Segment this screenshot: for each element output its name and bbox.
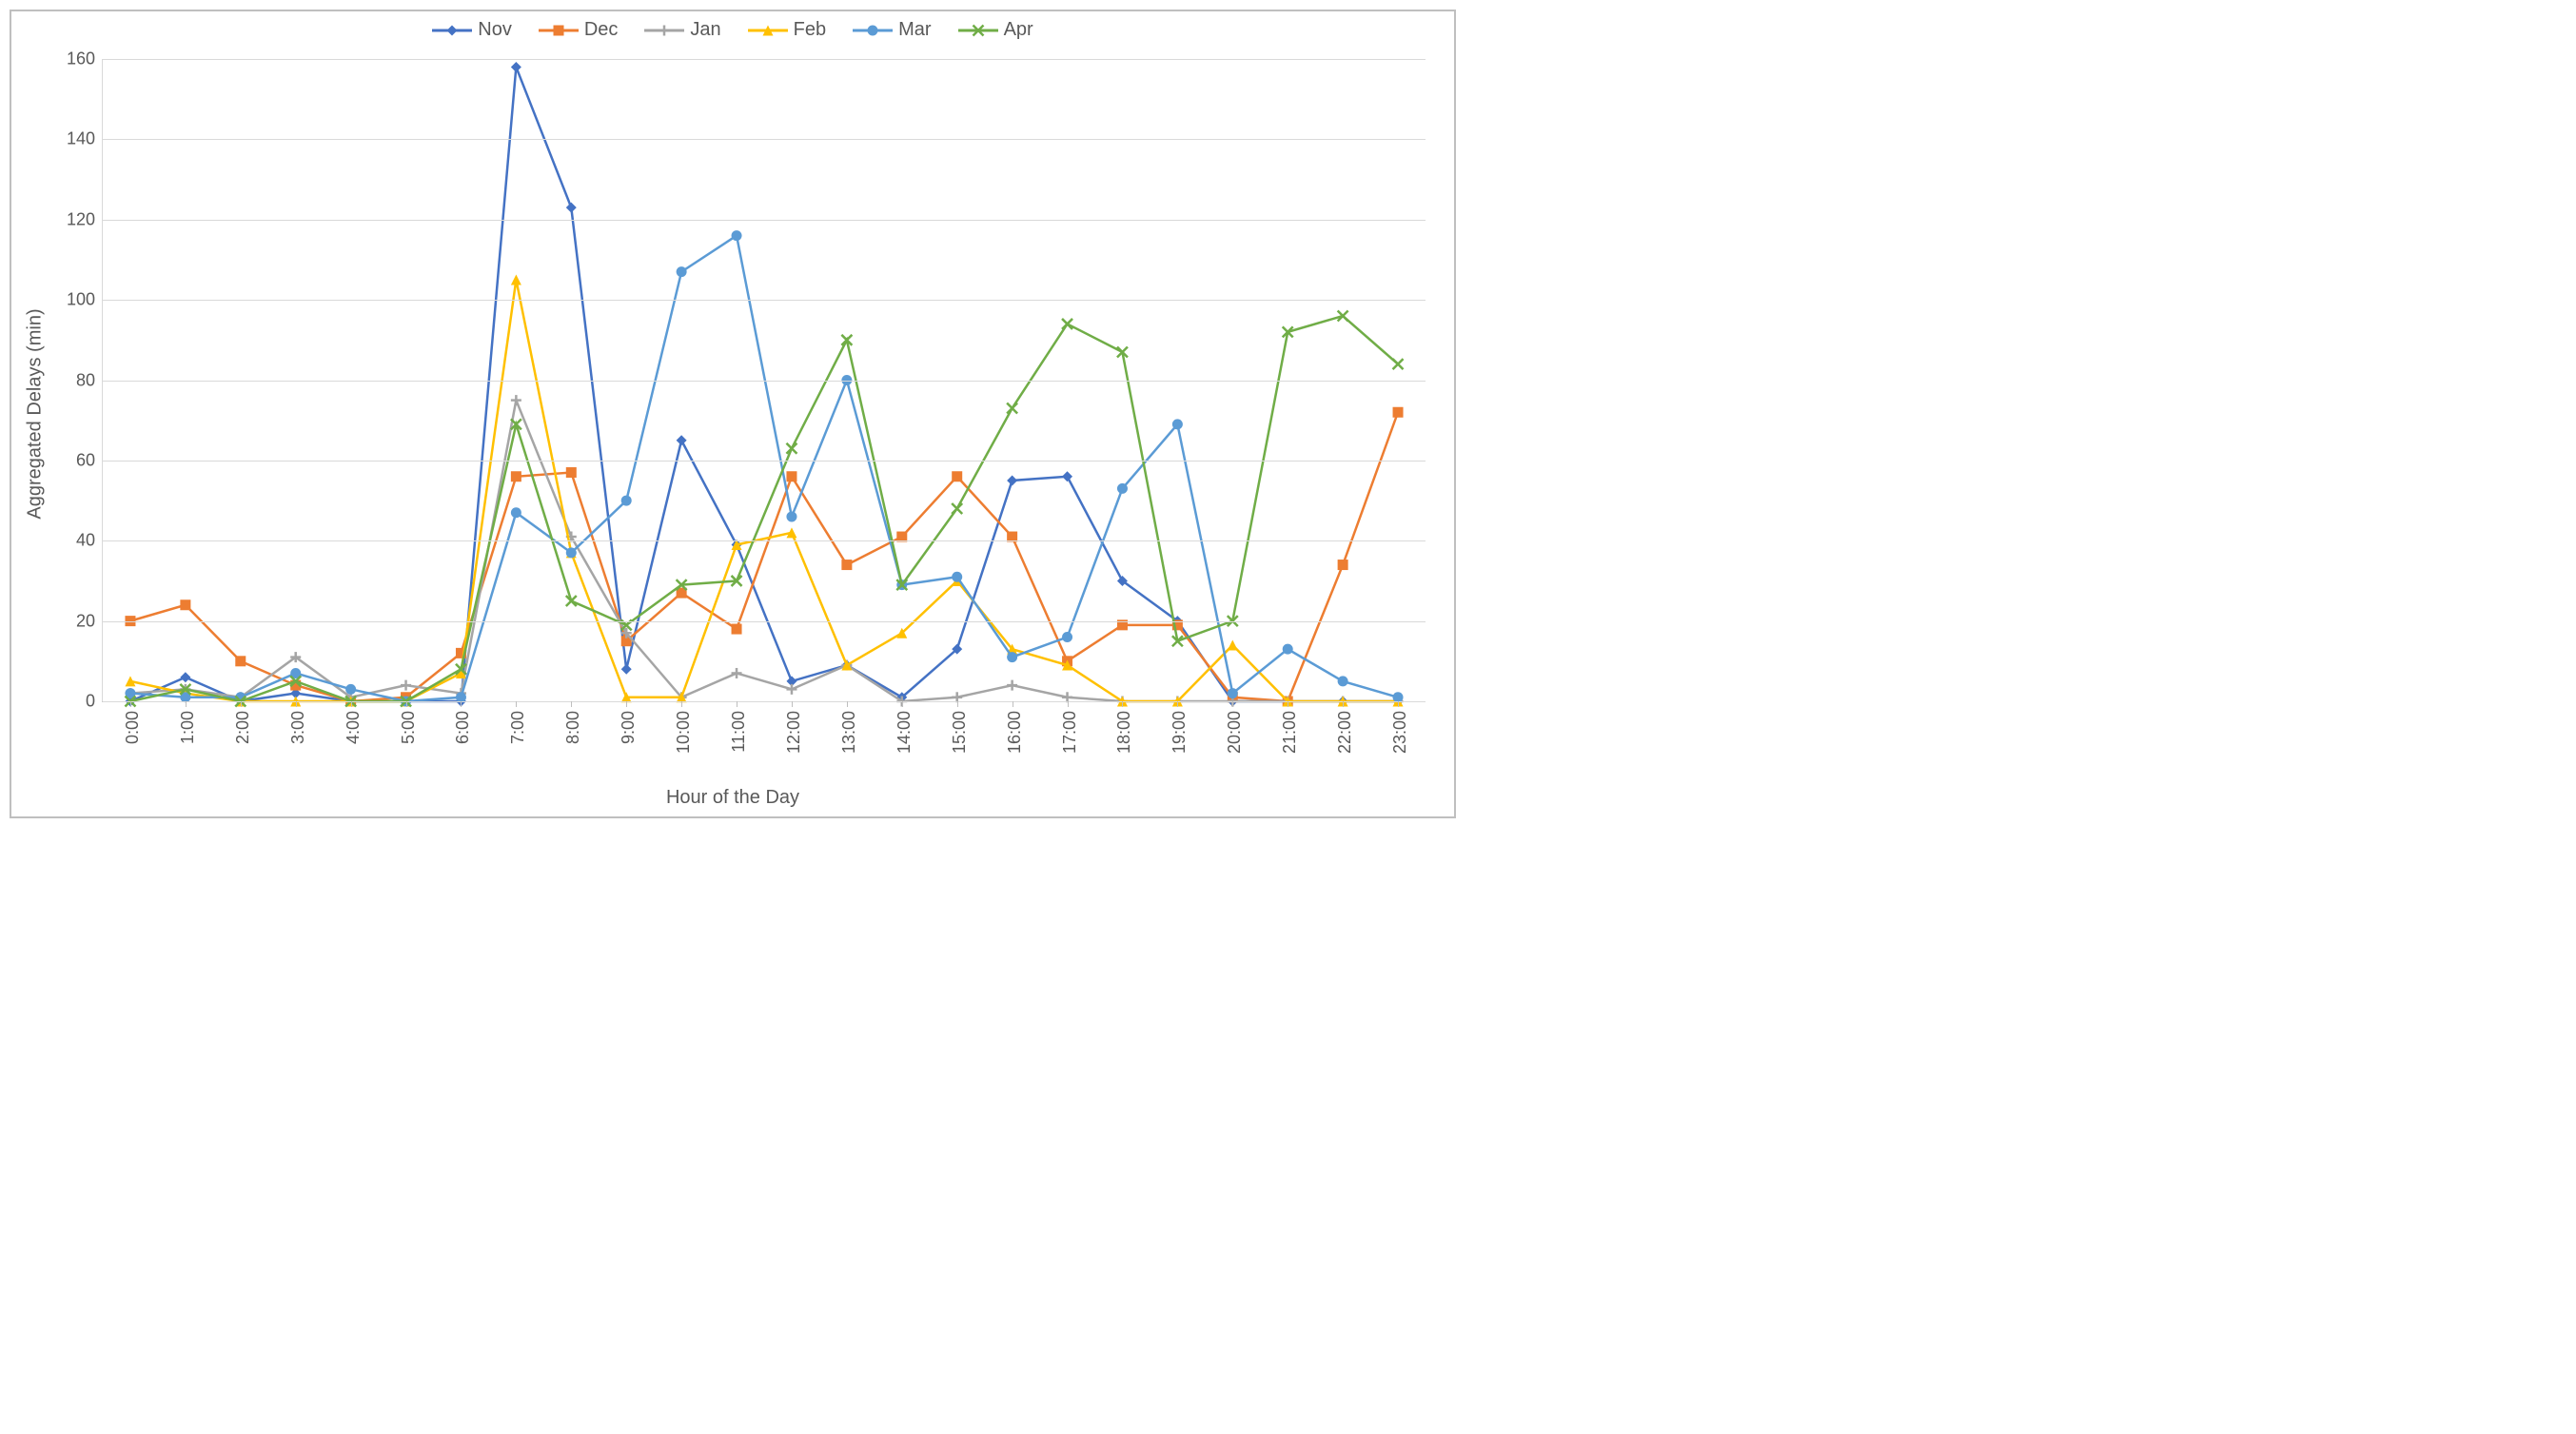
series-nov <box>125 62 1403 707</box>
x-tick-label: 23:00 <box>1390 711 1410 754</box>
gridline <box>103 461 1426 462</box>
gridline <box>103 59 1426 60</box>
legend-item-jan: Jan <box>644 19 720 41</box>
x-axis-title: Hour of the Day <box>666 787 799 809</box>
x-tick-label: 17:00 <box>1060 711 1080 754</box>
x-tick <box>571 701 572 707</box>
x-tick-label: 22:00 <box>1335 711 1355 754</box>
x-tick <box>847 701 848 707</box>
legend-item-mar: Mar <box>853 19 931 41</box>
legend-item-nov: Nov <box>432 19 512 41</box>
x-tick-label: 18:00 <box>1114 711 1134 754</box>
x-tick-label: 4:00 <box>344 711 364 744</box>
legend-swatch <box>748 22 788 39</box>
x-tick <box>461 701 462 707</box>
x-tick <box>792 701 793 707</box>
x-tick <box>1068 701 1069 707</box>
legend-label: Jan <box>690 19 720 41</box>
x-tick <box>1177 701 1178 707</box>
x-tick-label: 3:00 <box>288 711 308 744</box>
legend: Nov Dec Jan Feb Mar Apr <box>11 19 1454 41</box>
legend-swatch <box>853 22 893 39</box>
y-tick-label: 120 <box>67 209 103 229</box>
series-mar <box>125 230 1403 706</box>
x-tick <box>296 701 297 707</box>
gridline <box>103 621 1426 622</box>
legend-swatch <box>539 22 579 39</box>
y-tick-label: 20 <box>76 611 103 631</box>
legend-item-feb: Feb <box>748 19 826 41</box>
x-tick-label: 2:00 <box>233 711 253 744</box>
series-dec <box>125 407 1403 707</box>
x-tick-label: 9:00 <box>619 711 639 744</box>
series-feb <box>125 275 1403 707</box>
x-tick <box>902 701 903 707</box>
gridline <box>103 381 1426 382</box>
x-tick <box>406 701 407 707</box>
x-tick-label: 1:00 <box>178 711 198 744</box>
chart-frame: Nov Dec Jan Feb Mar Apr Aggregated Delays (mi… <box>10 10 1456 818</box>
x-tick-label: 10:00 <box>674 711 694 754</box>
x-tick <box>681 701 682 707</box>
x-tick-label: 21:00 <box>1280 711 1300 754</box>
y-tick-label: 0 <box>86 692 103 712</box>
x-tick-label: 20:00 <box>1225 711 1245 754</box>
legend-swatch <box>432 22 472 39</box>
legend-swatch <box>644 22 684 39</box>
legend-item-apr: Apr <box>958 19 1033 41</box>
x-tick <box>130 701 131 707</box>
legend-item-dec: Dec <box>539 19 619 41</box>
x-tick-label: 7:00 <box>508 711 528 744</box>
x-tick <box>957 701 958 707</box>
x-tick-label: 5:00 <box>399 711 419 744</box>
legend-label: Feb <box>794 19 826 41</box>
gridline <box>103 540 1426 541</box>
x-tick-label: 19:00 <box>1170 711 1190 754</box>
gridline <box>103 220 1426 221</box>
x-tick-label: 15:00 <box>950 711 970 754</box>
x-tick <box>241 701 242 707</box>
x-tick-label: 14:00 <box>895 711 914 754</box>
x-tick <box>1232 701 1233 707</box>
x-tick-label: 8:00 <box>563 711 583 744</box>
x-tick <box>1398 701 1399 707</box>
x-tick-label: 0:00 <box>123 711 143 744</box>
legend-label: Nov <box>478 19 512 41</box>
x-tick-label: 16:00 <box>1005 711 1025 754</box>
x-tick-label: 13:00 <box>839 711 859 754</box>
legend-swatch <box>958 22 998 39</box>
y-tick-label: 100 <box>67 290 103 310</box>
x-tick <box>1122 701 1123 707</box>
x-tick-label: 12:00 <box>784 711 804 754</box>
x-tick <box>186 701 187 707</box>
legend-label: Mar <box>898 19 931 41</box>
gridline <box>103 139 1426 140</box>
x-tick <box>1343 701 1344 707</box>
legend-label: Apr <box>1004 19 1033 41</box>
x-tick <box>626 701 627 707</box>
y-tick-label: 40 <box>76 531 103 551</box>
gridline <box>103 701 1426 702</box>
y-tick-label: 80 <box>76 370 103 390</box>
y-tick-label: 60 <box>76 450 103 470</box>
plot-area: 0204060801001201401600:001:002:003:004:0… <box>102 59 1426 702</box>
x-tick <box>516 701 517 707</box>
y-tick-label: 140 <box>67 129 103 149</box>
y-axis-title: Aggregated Delays (min) <box>25 308 47 519</box>
legend-label: Dec <box>584 19 619 41</box>
gridline <box>103 300 1426 301</box>
x-tick-label: 11:00 <box>729 711 749 753</box>
y-tick-label: 160 <box>67 49 103 69</box>
x-tick <box>351 701 352 707</box>
x-tick-label: 6:00 <box>453 711 473 744</box>
